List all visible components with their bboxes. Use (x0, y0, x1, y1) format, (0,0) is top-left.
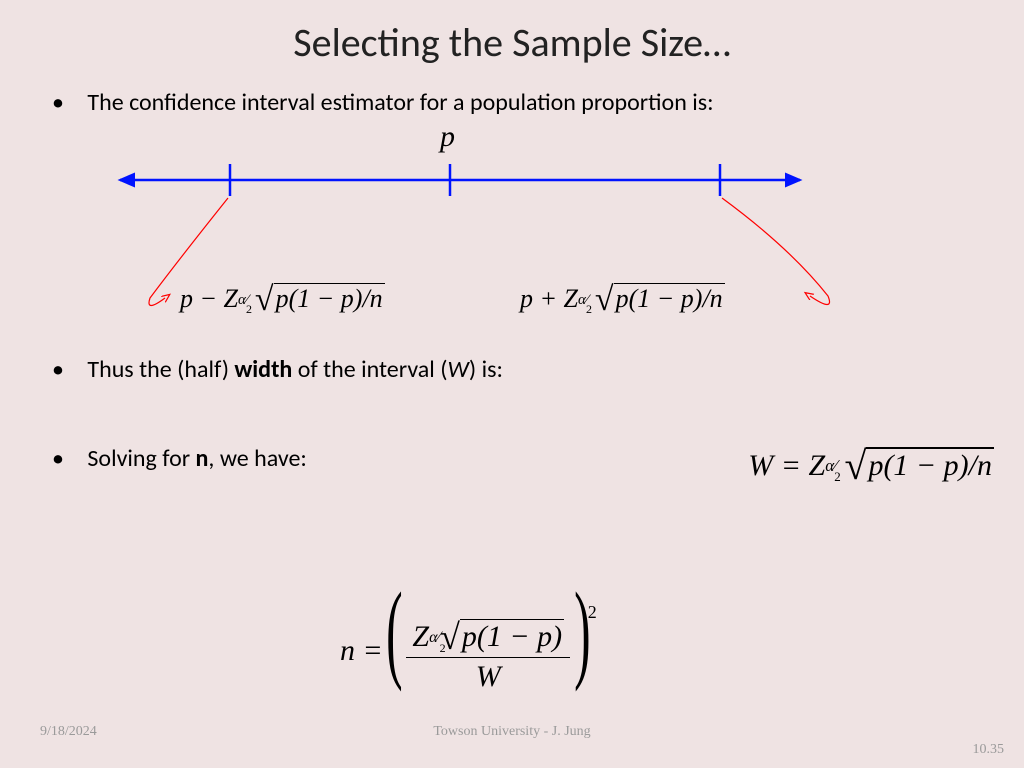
lower-prefix: p − Z (180, 284, 238, 313)
n-formula: n = ( Zα⁄2√p(1 − p) W ) 2 (340, 560, 603, 694)
n-fraction: Zα⁄2√p(1 − p) W (406, 613, 570, 694)
n-denominator: W (406, 658, 570, 694)
upper-radicand: p(1 − p)/n (614, 283, 725, 313)
n-eq-prefix: n = (340, 634, 383, 667)
bullet-3-bold: n (196, 444, 209, 473)
bullet-1-text: The confidence interval estimator for a … (87, 88, 713, 117)
lower-radicand: p(1 − p)/n (274, 283, 385, 313)
number-line-svg (0, 118, 1024, 328)
footer-attribution: Towson University - J. Jung (0, 724, 1024, 740)
red-arrow-right (722, 198, 830, 305)
bullet-2: Thus the (half) width of the interval (W… (0, 354, 1024, 385)
alpha-half-sub-2: α⁄2 (578, 296, 588, 314)
upper-bound-formula: p + Zα⁄2 √p(1 − p)/n (520, 278, 725, 316)
bullet-2-end: ) is: (469, 355, 503, 384)
bullet-2-post: of the interval ( (292, 355, 447, 384)
bullet-2-pre: Thus the (half) (87, 355, 234, 384)
bullet-2-bold: width (234, 355, 292, 384)
alpha-half-sub-1: α⁄2 (238, 296, 248, 314)
lower-bound-formula: p − Zα⁄2 √p(1 − p)/n (180, 278, 385, 316)
width-radicand: p(1 − p)/n (866, 447, 994, 482)
width-formula: W = Zα⁄2 √p(1 − p)/n (748, 438, 994, 485)
bullet-1: The confidence interval estimator for a … (0, 87, 1024, 118)
bullet-3-pre: Solving for (87, 444, 195, 473)
slide-number: 10.35 (973, 742, 1005, 758)
bullet-2-ital: W (448, 355, 469, 384)
w-eq-prefix: W = Z (748, 449, 825, 482)
upper-prefix: p + Z (520, 284, 578, 313)
alpha-half-sub-4: α⁄2 (429, 633, 440, 652)
alpha-half-sub-3: α⁄2 (825, 461, 837, 481)
confidence-interval-diagram: p p − Zα⁄2 √p(1 − p)/n p + Zα⁄2 √p(1 (0, 118, 1024, 328)
exponent-2: 2 (588, 602, 597, 622)
bullet-3-post: , we have: (208, 444, 306, 473)
n-radicand: p(1 − p) (460, 619, 564, 653)
slide-title: Selecting the Sample Size… (0, 0, 1024, 87)
z-in-n: Z (412, 620, 429, 653)
